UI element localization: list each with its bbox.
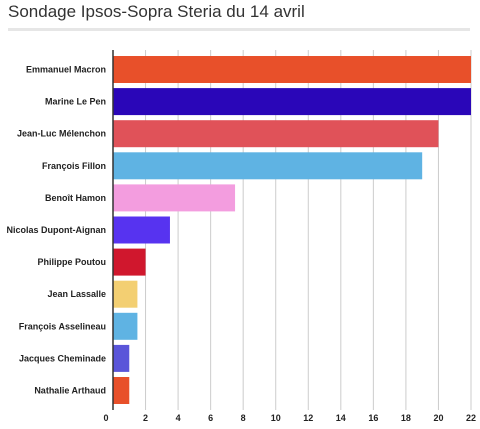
bar-francois-asselineau — [113, 312, 138, 340]
bar-benoit-hamon — [113, 184, 236, 212]
x-tick-label-4: 4 — [176, 413, 181, 423]
category-label-francois-fillon: François Fillon — [42, 161, 106, 171]
category-label-philippe-poutou: Philippe Poutou — [38, 257, 107, 267]
bar-nicolas-dupont-aignan — [113, 216, 170, 244]
category-label-nicolas-dupont-aignan: Nicolas Dupont-Aignan — [7, 225, 107, 235]
title-divider — [8, 28, 470, 31]
bar-emmanuel-macron — [113, 56, 471, 83]
category-label-marine-le-pen: Marine Le Pen — [45, 97, 106, 107]
category-label-emmanuel-macron: Emmanuel Macron — [26, 65, 106, 75]
category-label-nathalie-arthaud: Nathalie Arthaud — [34, 386, 106, 396]
bars — [113, 56, 471, 404]
x-tick-label-18: 18 — [401, 413, 411, 423]
x-tick-label-2: 2 — [143, 413, 148, 423]
x-tick-labels: 0 2 4 6 8 10 12 14 16 18 20 22 — [103, 413, 476, 423]
x-tick-label-10: 10 — [271, 413, 281, 423]
bar-jean-luc-melenchon — [113, 120, 439, 148]
bar-nathalie-arthaud — [113, 377, 130, 404]
category-label-jean-lassalle: Jean Lassalle — [47, 289, 106, 299]
chart-title: Sondage Ipsos-Sopra Steria du 14 avril — [8, 2, 305, 21]
bar-francois-fillon — [113, 152, 423, 180]
category-label-jacques-cheminade: Jacques Cheminade — [19, 353, 106, 363]
category-label-benoit-hamon: Benoît Hamon — [45, 193, 106, 203]
x-tick-label-14: 14 — [336, 413, 346, 423]
category-labels: Emmanuel Macron Marine Le Pen Jean-Luc Mél… — [7, 65, 107, 396]
x-tick-label-0: 0 — [103, 413, 108, 423]
category-label-francois-asselineau: François Asselineau — [19, 321, 106, 331]
x-tick-label-12: 12 — [303, 413, 313, 423]
x-tick-label-16: 16 — [368, 413, 378, 423]
x-tick-label-6: 6 — [208, 413, 213, 423]
x-tick-label-8: 8 — [241, 413, 246, 423]
x-tick-label-20: 20 — [433, 413, 443, 423]
bar-jean-lassalle — [113, 280, 138, 308]
category-label-jean-luc-melenchon: Jean-Luc Mélenchon — [17, 129, 106, 139]
x-tick-label-22: 22 — [466, 413, 476, 423]
bar-jacques-cheminade — [113, 344, 130, 372]
bar-marine-le-pen — [113, 88, 471, 116]
bar-philippe-poutou — [113, 248, 146, 276]
